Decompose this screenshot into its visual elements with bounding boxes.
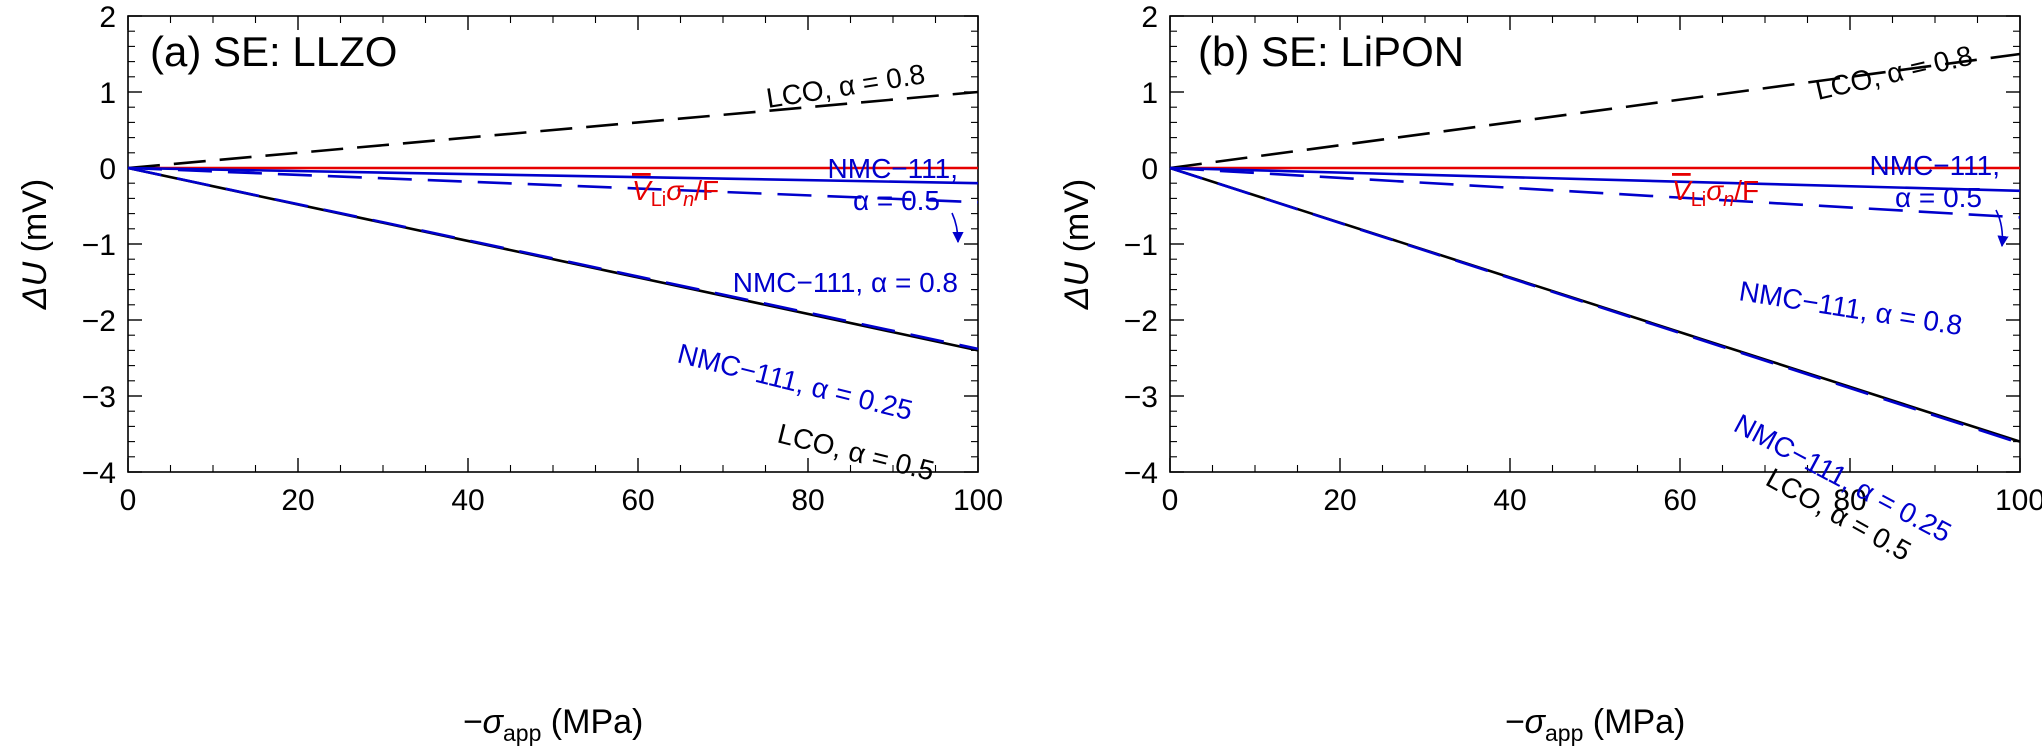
series-line-4 bbox=[127, 166, 979, 351]
x-axis-title: −σapp (MPa) bbox=[1505, 703, 1686, 746]
y-tick-label: 0 bbox=[99, 153, 116, 186]
y-axis-title-symbol: ΔU bbox=[1058, 261, 1096, 310]
y-tick-label: −4 bbox=[82, 457, 116, 490]
y-tick-label: −1 bbox=[82, 229, 116, 262]
x-tick-label: 0 bbox=[120, 484, 137, 517]
x-tick-label: 40 bbox=[1493, 484, 1526, 517]
y-tick-label: 2 bbox=[99, 1, 116, 34]
x-axis-title: −σapp (MPa) bbox=[463, 703, 644, 746]
y-tick-label: −2 bbox=[1124, 305, 1158, 338]
chart-panel-a: 0 20 40 60 80 100 2 1 0 −1 −2 −3 −4 −σapp (MPa) ΔU (mV… bbox=[16, 1, 1003, 746]
series-line-0 bbox=[127, 90, 979, 170]
y-tick-label: 0 bbox=[1141, 153, 1158, 186]
y-axis-title: ΔU (mV) bbox=[1058, 179, 1096, 310]
x-axis-title-symbol: −σ bbox=[463, 703, 505, 741]
annotation-vli-tail: /F bbox=[694, 175, 719, 206]
annotation-vli-n: n bbox=[683, 189, 694, 211]
annotation-vli-sigma-f: VLiσn/F bbox=[632, 175, 719, 211]
series-line-5 bbox=[1169, 166, 2021, 443]
chart-panel-b: 0 20 40 60 80 100 2 1 0 −1 −2 −3 −4 −σapp (MPa) ΔU (mV… bbox=[1058, 1, 2042, 746]
annotation-vli-sigma: σ bbox=[1706, 175, 1724, 206]
y-tick-label: −4 bbox=[1124, 457, 1158, 490]
x-axis-title-unit: (MPa) bbox=[541, 703, 643, 741]
x-tick-label: 60 bbox=[1663, 484, 1696, 517]
x-tick-label: 100 bbox=[953, 484, 1003, 517]
annotation-lco-0.5: LCO, α = 0.5 bbox=[775, 418, 938, 487]
x-axis-title-unit: (MPa) bbox=[1583, 703, 1685, 741]
series-line-3 bbox=[1169, 166, 2021, 219]
x-tick-label: 80 bbox=[791, 484, 824, 517]
series-line-3 bbox=[127, 166, 979, 204]
annotation-lco-0.8: LCO, α = 0.8 bbox=[764, 58, 927, 114]
x-tick-label: 80 bbox=[1833, 484, 1866, 517]
x-axis-title-symbol: −σ bbox=[1505, 703, 1547, 741]
annotation-vli-sub: Li bbox=[651, 189, 667, 211]
annotation-nmc-0.5-line2: α = 0.5 bbox=[853, 185, 940, 216]
series-line-2 bbox=[1169, 166, 2021, 193]
y-tick-label: −2 bbox=[82, 305, 116, 338]
annotation-vli-tail: /F bbox=[1734, 175, 1759, 206]
annotation-vli-n: n bbox=[1723, 189, 1734, 211]
y-axis-title-unit: (mV) bbox=[16, 179, 54, 262]
annotation-nmc-0.8: NMC−111, α = 0.8 bbox=[1737, 275, 1964, 341]
y-axis-title-unit: (mV) bbox=[1058, 179, 1096, 262]
annotation-vli-sigma: σ bbox=[666, 175, 684, 206]
annotation-nmc-0.5-line1: NMC−111, bbox=[1870, 150, 2000, 181]
series-line-0 bbox=[1169, 52, 2021, 170]
annotation-vli-v: V bbox=[632, 175, 653, 206]
y-tick-label: 1 bbox=[1141, 77, 1158, 110]
y-tick-label: −3 bbox=[1124, 381, 1158, 414]
x-tick-label: 100 bbox=[1995, 484, 2042, 517]
y-axis-title: ΔU (mV) bbox=[16, 179, 54, 310]
annotation-nmc-0.8: NMC−111, α = 0.8 bbox=[733, 267, 958, 298]
y-tick-label: 2 bbox=[1141, 1, 1158, 34]
y-tick-label: 1 bbox=[99, 77, 116, 110]
y-axis-title-symbol: ΔU bbox=[16, 261, 54, 310]
annotation-nmc-0.5-arrow bbox=[1995, 209, 2009, 248]
annotation-nmc-0.5-arrow bbox=[951, 212, 964, 244]
x-tick-label: 20 bbox=[281, 484, 314, 517]
annotation-nmc-0.5-line2: α = 0.5 bbox=[1895, 182, 1982, 213]
annotation-lco-0.8: LCO, α = 0.8 bbox=[1812, 40, 1975, 106]
y-tick-label: −1 bbox=[1124, 229, 1158, 262]
annotation-nmc-0.25: NMC−111, α = 0.25 bbox=[675, 338, 916, 426]
panel-title: (b) SE: LiPON bbox=[1198, 28, 1464, 75]
annotation-vli-sub: Li bbox=[1691, 189, 1707, 211]
annotation-nmc-0.5-line1: NMC−111, bbox=[828, 153, 958, 184]
x-tick-label: 20 bbox=[1323, 484, 1356, 517]
annotation-vli-v: V bbox=[1672, 175, 1693, 206]
x-axis-title-subscript: app bbox=[503, 720, 541, 746]
x-tick-label: 60 bbox=[621, 484, 654, 517]
series-line-2 bbox=[127, 166, 979, 185]
x-axis-title-subscript: app bbox=[1545, 720, 1583, 746]
panel-title: (a) SE: LLZO bbox=[150, 28, 397, 75]
y-tick-label: −3 bbox=[82, 381, 116, 414]
x-tick-label: 0 bbox=[1162, 484, 1179, 517]
annotation-vli-sigma-f: VLiσn/F bbox=[1672, 175, 1759, 211]
x-tick-label: 40 bbox=[451, 484, 484, 517]
